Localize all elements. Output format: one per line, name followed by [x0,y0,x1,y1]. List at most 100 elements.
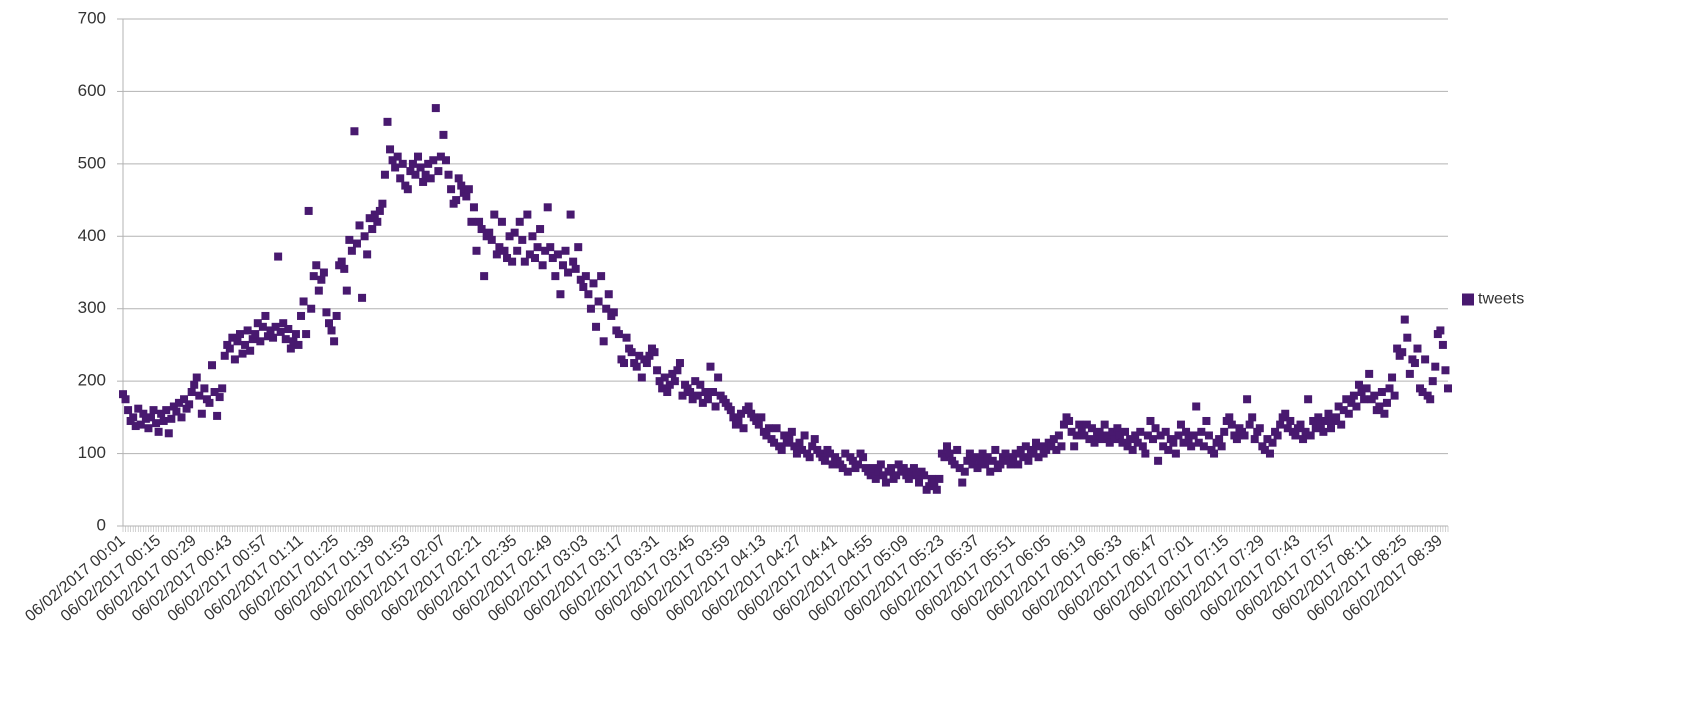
data-point [1148,435,1157,444]
data-point [1141,449,1150,458]
data-point [294,340,303,349]
data-point [299,297,308,306]
data-point [444,170,453,179]
data-point [597,272,606,281]
data-point [431,104,440,113]
data-point [1115,431,1124,440]
data-point [978,449,987,458]
data-point [205,398,214,407]
data-point [940,453,949,462]
data-point [533,243,542,252]
data-point [1413,344,1422,353]
data-point [266,326,275,335]
data-point [1024,456,1033,465]
data-point [192,373,201,382]
data-point [614,330,623,339]
data-point [1357,388,1366,397]
data-point [159,416,168,425]
data-point [139,409,148,418]
data-point [363,250,372,259]
data-point [406,167,415,176]
data-point [317,275,326,284]
data-point [1410,359,1419,368]
y-tick-label: 0 [97,515,106,534]
data-point [286,344,295,353]
data-point [149,406,158,415]
data-point [881,478,890,487]
data-point [182,404,191,413]
data-point [302,330,311,339]
data-point [1215,435,1224,444]
data-point [1077,424,1086,433]
data-point [225,344,234,353]
data-point [172,407,181,416]
data-point [798,445,807,454]
data-point [1311,424,1320,433]
data-point [800,431,809,440]
data-point [899,464,908,473]
data-point [1156,431,1165,440]
data-point [734,416,743,425]
data-point [518,235,527,244]
data-point [584,290,593,299]
data-point [180,395,189,404]
data-point [177,413,186,422]
data-point [658,384,667,393]
data-point [1337,420,1346,429]
data-point [1375,402,1384,411]
data-point [358,293,367,302]
data-point [1098,435,1107,444]
data-point [164,429,173,438]
data-point [208,361,217,370]
data-point [1192,402,1201,411]
data-point [1393,344,1402,353]
data-point [1105,438,1114,447]
data-point [241,340,250,349]
data-point [945,449,954,458]
data-point [141,414,150,423]
data-point [787,427,796,436]
data-point [307,304,316,313]
data-point [200,384,209,393]
data-point [620,359,629,368]
data-point [541,246,550,255]
legend-label: tweets [1478,291,1524,308]
data-point [1138,442,1147,451]
data-point [462,192,471,201]
data-point [1250,435,1259,444]
data-point [1136,427,1145,436]
data-point [569,257,578,266]
data-point [655,377,664,386]
data-point [1349,391,1358,400]
data-point [492,250,501,259]
data-point [195,391,204,400]
data-point [309,272,318,281]
data-point [1316,420,1325,429]
data-point [1029,445,1038,454]
data-point [1227,420,1236,429]
data-point [736,409,745,418]
data-point [1428,377,1437,386]
data-point [1187,442,1196,451]
data-point [711,402,720,411]
data-point [706,362,715,371]
data-point [579,282,588,291]
data-point [729,413,738,422]
data-point [686,388,695,397]
data-point [1444,384,1452,393]
data-point [291,330,300,339]
data-point [1327,424,1336,433]
data-point [981,460,990,469]
data-point [1291,431,1300,440]
data-point [968,460,977,469]
data-point [281,335,290,344]
data-point [258,322,267,331]
data-point [297,311,306,320]
data-point [414,152,423,161]
data-point [965,449,974,458]
data-point [1405,369,1414,378]
data-point [487,235,496,244]
data-point [820,456,829,465]
data-point [1360,395,1369,404]
data-point [337,257,346,266]
